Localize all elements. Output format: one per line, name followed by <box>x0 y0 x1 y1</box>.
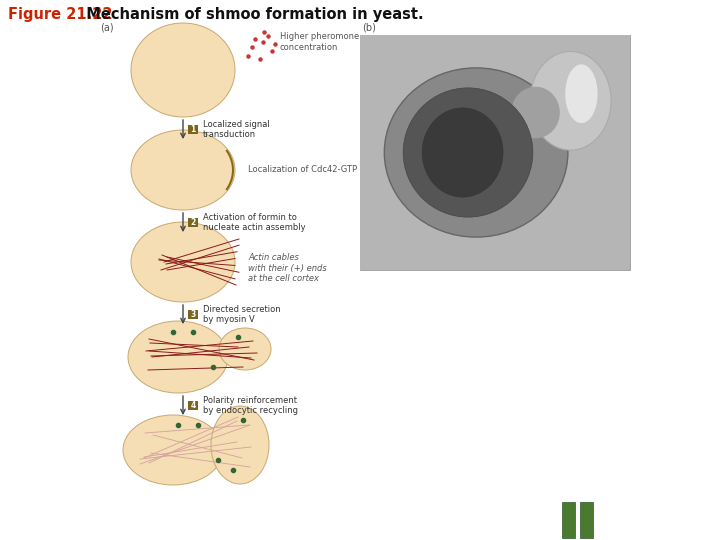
Text: Localized signal
transduction: Localized signal transduction <box>203 120 270 139</box>
Text: 2: 2 <box>190 218 196 227</box>
Ellipse shape <box>211 406 269 484</box>
Ellipse shape <box>131 130 235 210</box>
Text: 1: 1 <box>190 125 196 134</box>
Bar <box>360 35 630 270</box>
Text: Edition: Edition <box>127 511 161 520</box>
Text: Lodish et al.: Lodish et al. <box>11 531 66 540</box>
Bar <box>360 35 630 270</box>
Text: (b): (b) <box>362 23 376 33</box>
Ellipse shape <box>131 23 235 117</box>
Text: W. H.: W. H. <box>599 510 628 520</box>
Bar <box>188 401 198 410</box>
Bar <box>188 125 198 134</box>
Ellipse shape <box>384 68 568 237</box>
Text: Polarity reinforcement
by endocytic recycling: Polarity reinforcement by endocytic recy… <box>203 396 298 415</box>
Text: Figure 21.22: Figure 21.22 <box>8 7 112 22</box>
Text: 4: 4 <box>190 401 196 410</box>
Ellipse shape <box>219 328 271 370</box>
Text: Molecular Cell Biology, 7: Molecular Cell Biology, 7 <box>11 511 121 520</box>
Ellipse shape <box>123 415 223 485</box>
Text: th: th <box>122 507 129 512</box>
Ellipse shape <box>131 222 235 302</box>
Bar <box>562 502 575 538</box>
Ellipse shape <box>565 64 598 123</box>
Text: Activation of formin to
nucleate actin assembly: Activation of formin to nucleate actin a… <box>203 213 305 232</box>
Text: (a): (a) <box>100 23 114 33</box>
Text: Directed secretion
by myosin V: Directed secretion by myosin V <box>203 305 281 324</box>
Text: FREEMAN: FREEMAN <box>599 530 664 540</box>
Text: 3: 3 <box>190 310 196 319</box>
Text: Higher pheromone
concentration: Higher pheromone concentration <box>280 32 359 52</box>
Ellipse shape <box>530 51 611 150</box>
Ellipse shape <box>403 88 533 217</box>
Ellipse shape <box>128 321 228 393</box>
Text: Actin cables
with their (+) ends
at the cell cortex: Actin cables with their (+) ends at the … <box>248 253 327 283</box>
Bar <box>188 218 198 227</box>
Text: Localization of Cdc42-GTP: Localization of Cdc42-GTP <box>248 165 357 174</box>
Bar <box>188 310 198 319</box>
Ellipse shape <box>422 108 503 197</box>
Ellipse shape <box>511 87 560 138</box>
Bar <box>580 502 593 538</box>
Text: Copyright © 2013 by W. H. Freeman and Company: Copyright © 2013 by W. H. Freeman and Co… <box>245 516 475 524</box>
Text: Mechanism of shmoo formation in yeast.: Mechanism of shmoo formation in yeast. <box>76 7 423 22</box>
